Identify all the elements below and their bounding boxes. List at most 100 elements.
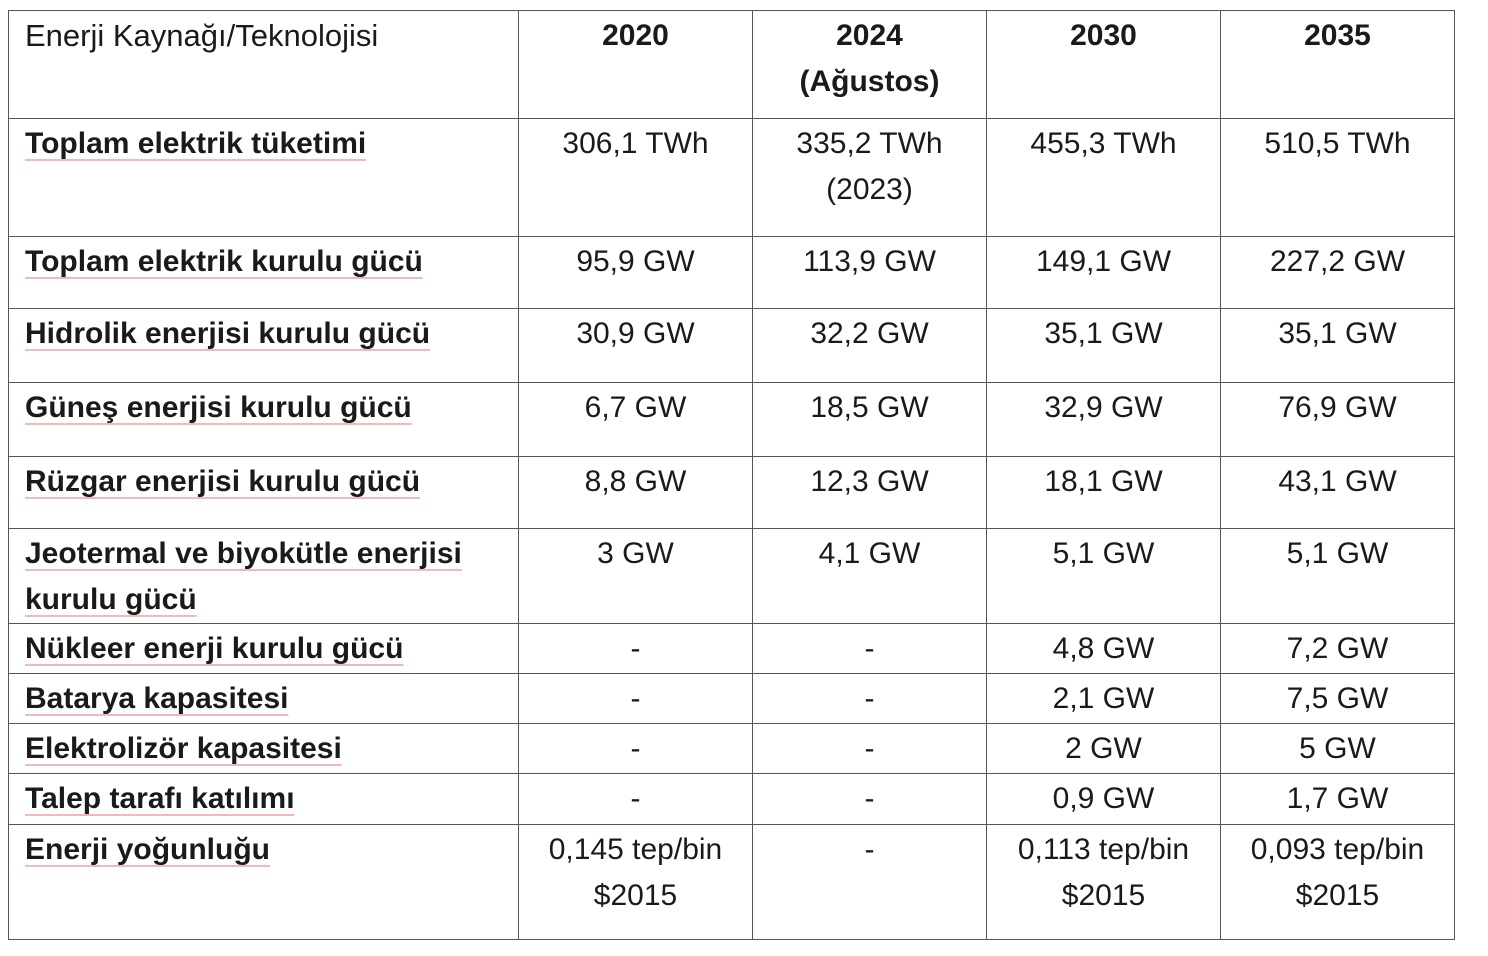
value-line: 455,3 TWh — [1030, 127, 1177, 160]
value-line: 8,8 GW — [584, 465, 687, 498]
value-line-2: $2015 — [1061, 879, 1146, 912]
value-line: 113,9 GW — [803, 245, 936, 278]
value-cell: 0,113 tep/bin $2015 — [986, 824, 1221, 940]
value-cell: 149,1 GW — [986, 236, 1221, 309]
value-line: 0,145 tep/bin — [548, 833, 723, 866]
value-cell: 95,9 GW — [518, 236, 753, 309]
value-cell: - — [752, 623, 987, 674]
value-line: 1,7 GW — [1286, 782, 1389, 815]
value-line: 32,9 GW — [1044, 391, 1163, 424]
header-label: Enerji Kaynağı/Teknolojisi — [8, 10, 519, 119]
value-cell: 227,2 GW — [1220, 236, 1455, 309]
row-label: Talep tarafı katılımı — [8, 773, 519, 825]
value-cell: - — [752, 773, 987, 825]
value-cell: 18,1 GW — [986, 456, 1221, 529]
header-year-main: 2020 — [602, 19, 669, 52]
value-cell: 4,1 GW — [752, 528, 987, 624]
value-line-2: $2015 — [1295, 879, 1380, 912]
value-line: - — [630, 782, 641, 815]
value-line: 12,3 GW — [810, 465, 929, 498]
header-year-sub: (Ağustos) — [799, 65, 940, 98]
value-cell: 4,8 GW — [986, 623, 1221, 674]
value-cell: 455,3 TWh — [986, 118, 1221, 237]
row-label: Batarya kapasitesi — [8, 673, 519, 724]
value-cell: - — [518, 723, 753, 774]
value-cell: 510,5 TWh — [1220, 118, 1455, 237]
row-label: Jeotermal ve biyokütle enerjisi kurulu g… — [8, 528, 519, 624]
value-line: 35,1 GW — [1278, 317, 1397, 350]
value-cell: 32,9 GW — [986, 382, 1221, 457]
value-cell: 113,9 GW — [752, 236, 987, 309]
value-line: 2,1 GW — [1052, 682, 1155, 715]
value-line-2: $2015 — [593, 879, 678, 912]
value-line: 95,9 GW — [576, 245, 695, 278]
row-label: Toplam elektrik tüketimi — [8, 118, 519, 237]
table-row: Nükleer enerji kurulu gücü - - 4,8 GW 7,2 GW — [8, 623, 1455, 674]
value-line: - — [864, 782, 875, 815]
value-line: 18,5 GW — [810, 391, 929, 424]
value-line-2: (2023) — [826, 173, 913, 206]
table-body: Toplam elektrik tüketimi 306,1 TWh 335,2 T… — [8, 118, 1455, 940]
value-cell: 8,8 GW — [518, 456, 753, 529]
header-year-2035: 2035 — [1220, 10, 1455, 119]
value-line: - — [864, 833, 875, 866]
value-line: - — [864, 682, 875, 715]
value-cell: 35,1 GW — [1220, 308, 1455, 383]
row-label: Toplam elektrik kurulu gücü — [8, 236, 519, 309]
value-cell: - — [518, 773, 753, 825]
value-line: - — [630, 682, 641, 715]
value-line: 0,093 tep/bin — [1250, 833, 1425, 866]
value-cell: 32,2 GW — [752, 308, 987, 383]
header-year-main: 2035 — [1304, 19, 1371, 52]
value-cell: 0,145 tep/bin $2015 — [518, 824, 753, 940]
value-cell: 12,3 GW — [752, 456, 987, 529]
header-year-2024: 2024 (Ağustos) — [752, 10, 987, 119]
header-year-main: 2030 — [1070, 19, 1137, 52]
value-cell: 5 GW — [1220, 723, 1455, 774]
value-line: - — [864, 632, 875, 665]
value-line: 43,1 GW — [1278, 465, 1397, 498]
row-label: Hidrolik enerjisi kurulu gücü — [8, 308, 519, 383]
value-line: 5,1 GW — [1052, 537, 1155, 570]
value-line: - — [630, 732, 641, 765]
value-cell: - — [752, 824, 987, 940]
value-line: 5,1 GW — [1286, 537, 1389, 570]
value-cell: 3 GW — [518, 528, 753, 624]
table-row: Hidrolik enerjisi kurulu gücü 30,9 GW 32,2… — [8, 308, 1455, 383]
value-cell: 1,7 GW — [1220, 773, 1455, 825]
value-cell: 76,9 GW — [1220, 382, 1455, 457]
value-line: 2 GW — [1065, 732, 1142, 765]
value-cell: 18,5 GW — [752, 382, 987, 457]
value-cell: 2,1 GW — [986, 673, 1221, 724]
value-cell: 6,7 GW — [518, 382, 753, 457]
value-line: 32,2 GW — [810, 317, 929, 350]
table-row: Jeotermal ve biyokütle enerjisi kurulu g… — [8, 528, 1455, 624]
table-row: Toplam elektrik tüketimi 306,1 TWh 335,2 T… — [8, 118, 1455, 237]
header-row: Enerji Kaynağı/Teknolojisi 2020 2024 (Ağ… — [8, 10, 1455, 119]
table-row: Toplam elektrik kurulu gücü 95,9 GW 113,9 … — [8, 236, 1455, 309]
value-cell: 306,1 TWh — [518, 118, 753, 237]
table-row: Güneş enerjisi kurulu gücü 6,7 GW 18,5 GW 3… — [8, 382, 1455, 457]
value-line: 5 GW — [1299, 732, 1376, 765]
value-line: 30,9 GW — [576, 317, 695, 350]
header-year-2020: 2020 — [518, 10, 753, 119]
table-row: Batarya kapasitesi - - 2,1 GW 7,5 GW — [8, 673, 1455, 724]
value-cell: 0,9 GW — [986, 773, 1221, 825]
value-cell: 2 GW — [986, 723, 1221, 774]
value-cell: - — [752, 673, 987, 724]
value-line: 4,8 GW — [1052, 632, 1155, 665]
row-label: Rüzgar enerjisi kurulu gücü — [8, 456, 519, 529]
value-line: 0,113 tep/bin — [1017, 833, 1190, 866]
value-line: 7,2 GW — [1286, 632, 1389, 665]
value-line: 76,9 GW — [1278, 391, 1397, 424]
value-line: 149,1 GW — [1035, 245, 1172, 278]
value-line: - — [864, 732, 875, 765]
value-line: 227,2 GW — [1269, 245, 1406, 278]
value-line: - — [630, 632, 641, 665]
table-row: Talep tarafı katılımı - - 0,9 GW 1,7 GW — [8, 773, 1455, 825]
value-cell: 5,1 GW — [986, 528, 1221, 624]
value-line: 4,1 GW — [818, 537, 921, 570]
value-cell: - — [752, 723, 987, 774]
value-line: 18,1 GW — [1044, 465, 1163, 498]
header-year-main: 2024 — [836, 19, 903, 52]
